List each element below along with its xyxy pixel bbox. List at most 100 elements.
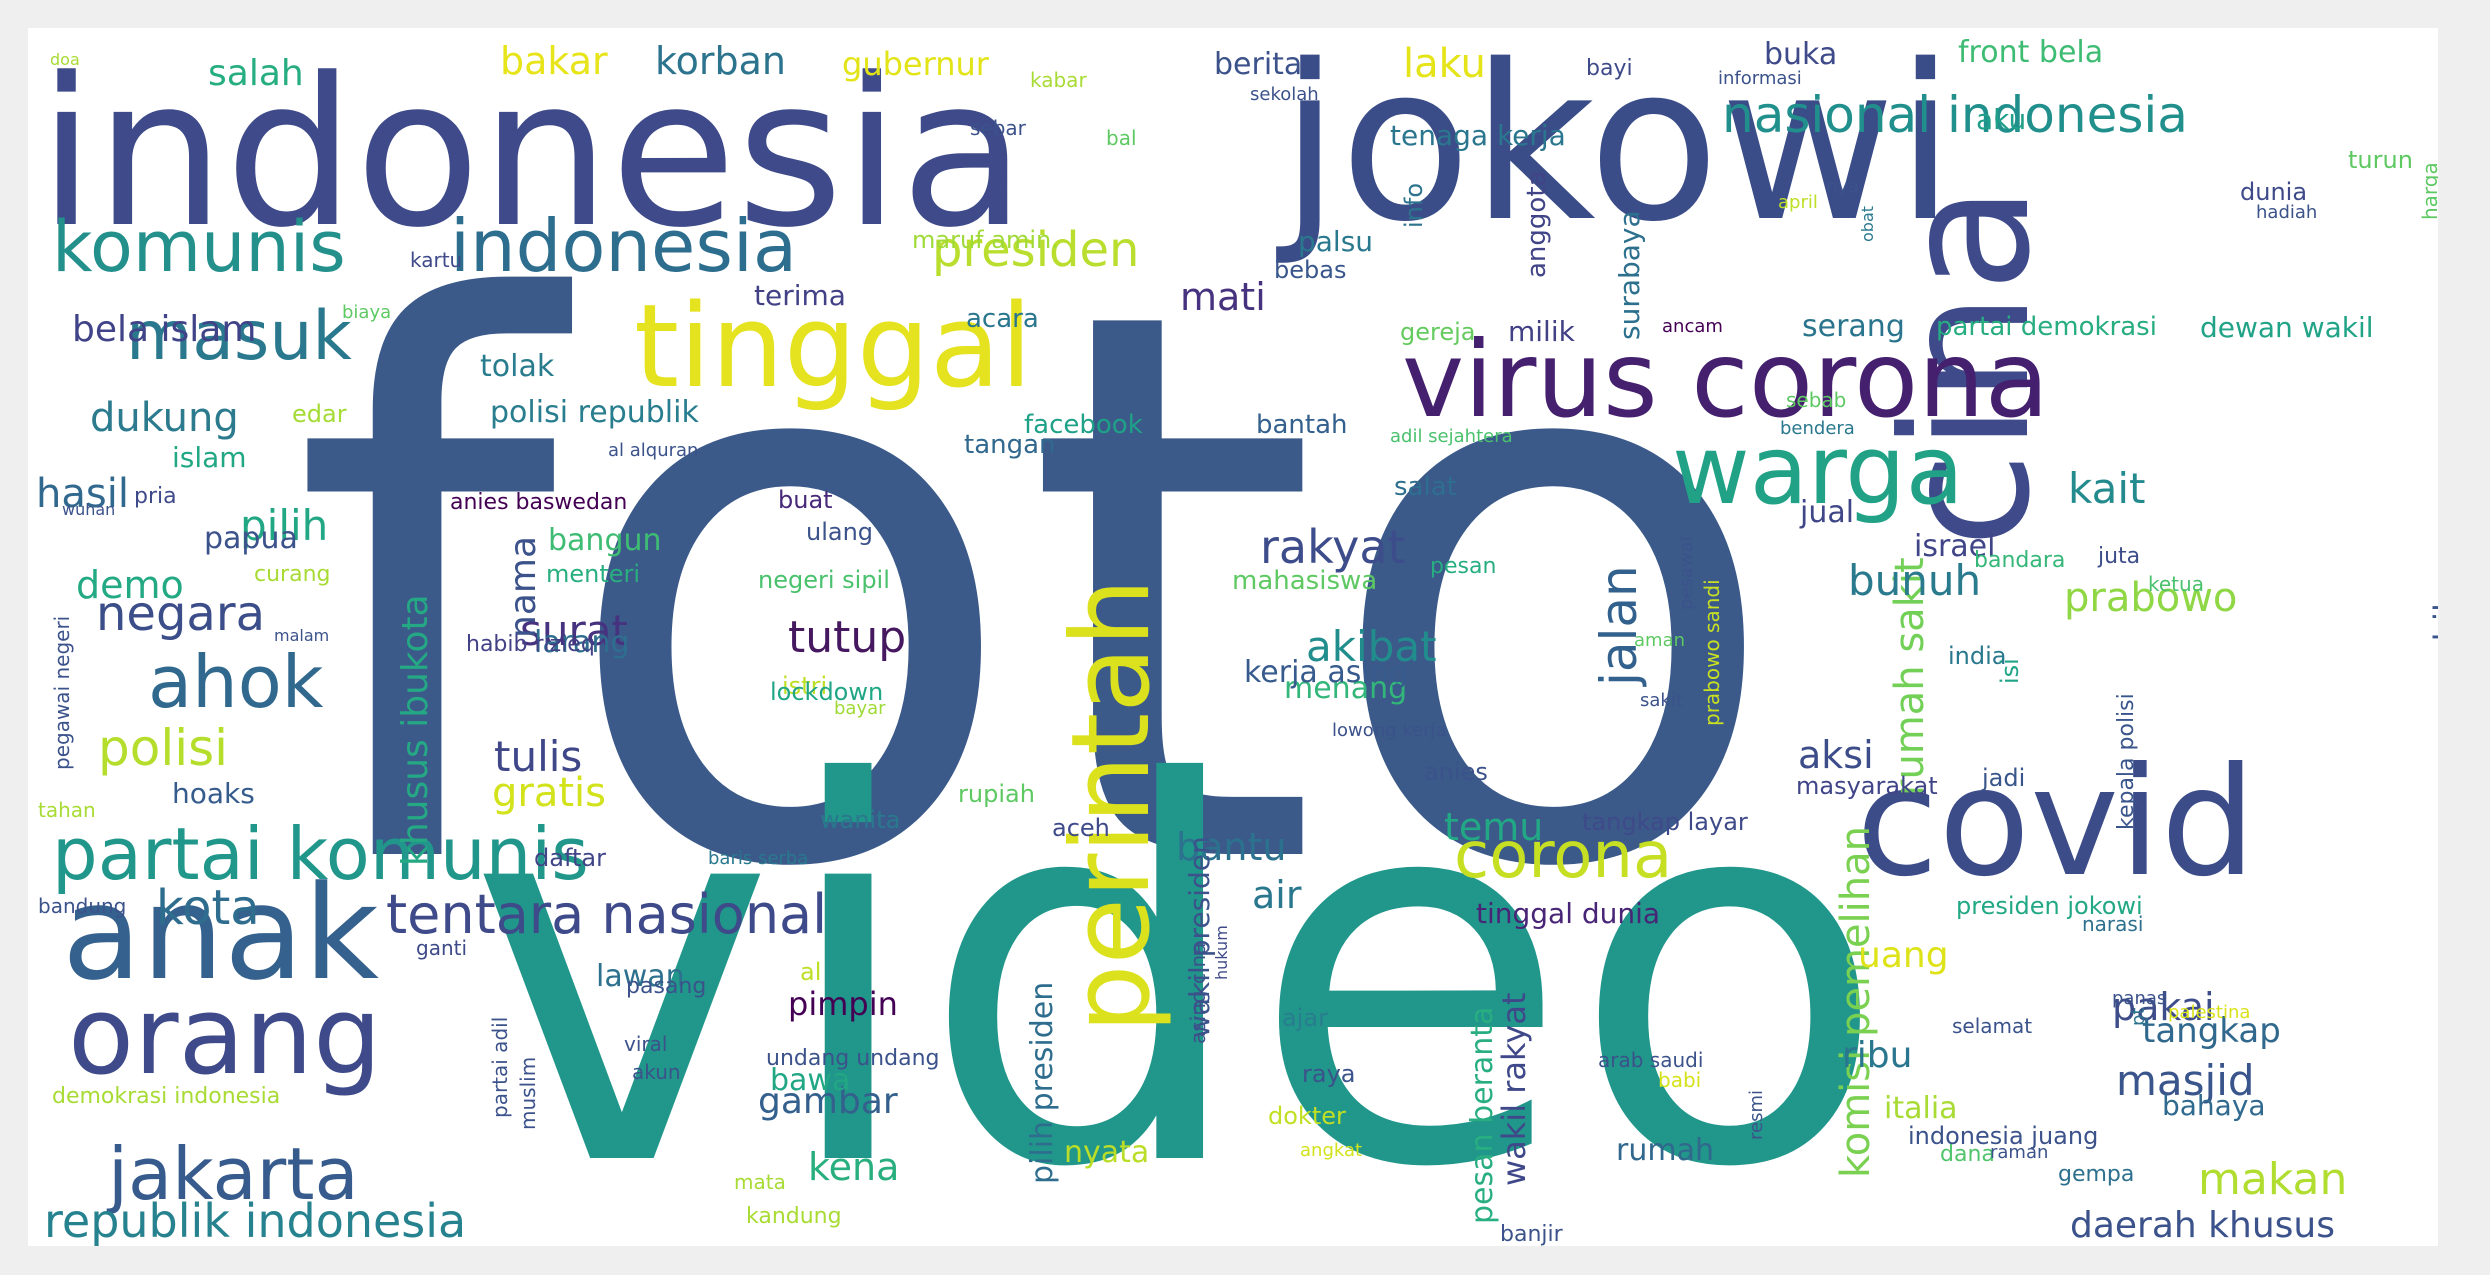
word: viral <box>624 1032 668 1056</box>
word: wuhan <box>62 500 116 519</box>
word: istri <box>782 672 828 700</box>
word: dunia <box>2240 178 2308 206</box>
word: korban <box>655 39 787 83</box>
word: salah <box>208 53 304 94</box>
word: dukung <box>90 395 239 441</box>
word: kait <box>2068 464 2146 513</box>
word: partai demokrasi <box>1936 312 2157 342</box>
word: jadi <box>1982 764 2026 792</box>
word: foto <box>290 150 1786 1034</box>
word: gratis <box>492 770 606 816</box>
word: indonesia <box>450 204 797 288</box>
word: menang <box>1284 671 1408 706</box>
word: curang <box>254 562 331 587</box>
word: biaya <box>342 302 392 323</box>
word: italia <box>1884 1091 1958 1126</box>
word: bendera <box>1780 418 1855 439</box>
word: adil sejahtera <box>1390 426 1513 447</box>
word: anies baswedan <box>450 490 628 515</box>
word: papua <box>204 521 298 556</box>
word: kena <box>808 1145 900 1189</box>
word: anggota <box>1522 170 1552 278</box>
word: tenaga kerja <box>1390 119 1566 152</box>
word: arab saudi <box>1598 1048 1704 1072</box>
word: tinggal <box>634 280 1033 414</box>
word: muslim <box>516 1056 540 1130</box>
word: bebas <box>1274 256 1347 284</box>
word: uang <box>1858 935 1949 976</box>
word: buka <box>1764 37 1838 72</box>
word: wakil rakyat <box>1495 992 1533 1186</box>
word: sebab <box>1786 388 1847 412</box>
word: raman <box>1990 1142 2049 1163</box>
word: facebook <box>1024 410 1143 440</box>
word: israel <box>1914 529 1996 564</box>
word: negara <box>96 586 265 642</box>
word: maruf amin. <box>912 226 1059 254</box>
word: anak <box>62 857 380 1009</box>
word: menteri <box>546 560 641 588</box>
word: kandung <box>746 1204 842 1229</box>
word: anies <box>1424 758 1488 786</box>
word: lowong kerja <box>1332 720 1447 741</box>
word: polisi <box>98 719 229 777</box>
word: mahasiswa <box>1232 566 1378 596</box>
word: milik <box>1508 315 1575 348</box>
word: undang undang <box>766 1046 940 1071</box>
word: video <box>468 675 1889 1246</box>
word: hadiah <box>2256 202 2318 223</box>
word: mata <box>734 1170 786 1194</box>
word: republik indonesia <box>44 1194 467 1246</box>
word: tinggal dunia <box>1476 897 1661 930</box>
word: ajar <box>1282 1004 1328 1032</box>
word: serang <box>1802 309 1905 344</box>
word: habib rizieq <box>466 632 595 657</box>
word: buat <box>778 486 833 514</box>
word: negeri sipil <box>758 566 890 594</box>
word: hoaks <box>172 777 255 810</box>
word: hukum <box>1212 925 1231 980</box>
word: acara <box>966 304 1039 334</box>
word: kota <box>156 880 260 936</box>
word: malam <box>274 626 330 645</box>
word: masyarakat <box>1796 772 1938 800</box>
word: aceh <box>1052 814 1110 842</box>
word: makan <box>2198 1154 2348 1205</box>
word: bayi <box>1586 56 1633 81</box>
word: pesan beranta <box>1465 1006 1500 1224</box>
word: aksi <box>1798 733 1874 777</box>
word: bandara <box>1974 548 2066 573</box>
word: covid <box>1856 736 2256 910</box>
word: lockdown <box>770 678 884 706</box>
word: pilih presiden <box>1025 981 1060 1184</box>
word: bantah <box>1256 410 1348 440</box>
word: partai komunis <box>52 812 589 896</box>
word: khusus ibukota <box>395 594 436 866</box>
word: dokter <box>1268 1102 1346 1130</box>
word: front bela <box>1958 35 2104 70</box>
word: narasi <box>2082 912 2144 936</box>
word: bangun <box>548 523 662 558</box>
word: tentara nasional <box>386 883 828 946</box>
word: isi <box>1996 658 2024 684</box>
word: sekolah <box>1250 84 1319 105</box>
word: kabar <box>1030 68 1087 92</box>
word: ancam <box>1662 316 1723 337</box>
word: tangan <box>964 430 1056 460</box>
word: gereja <box>1400 318 1476 346</box>
word: panas <box>2112 988 2167 1009</box>
word: presiden <box>932 222 1140 278</box>
word: tangkap layar <box>1582 808 1748 836</box>
word: bandung <box>38 894 127 918</box>
word: ulang <box>806 518 874 546</box>
word: hasil <box>36 471 129 517</box>
word: resmi <box>1746 1090 1767 1140</box>
word: wanita <box>820 806 901 834</box>
word: rumah <box>1616 1133 1714 1168</box>
word: kartu <box>410 248 463 272</box>
word: kerja asing <box>1244 655 1408 690</box>
word: akun <box>632 1060 681 1084</box>
word: angkat <box>1300 1140 1363 1161</box>
word: ganti <box>416 936 468 960</box>
word: tolak <box>480 349 555 384</box>
